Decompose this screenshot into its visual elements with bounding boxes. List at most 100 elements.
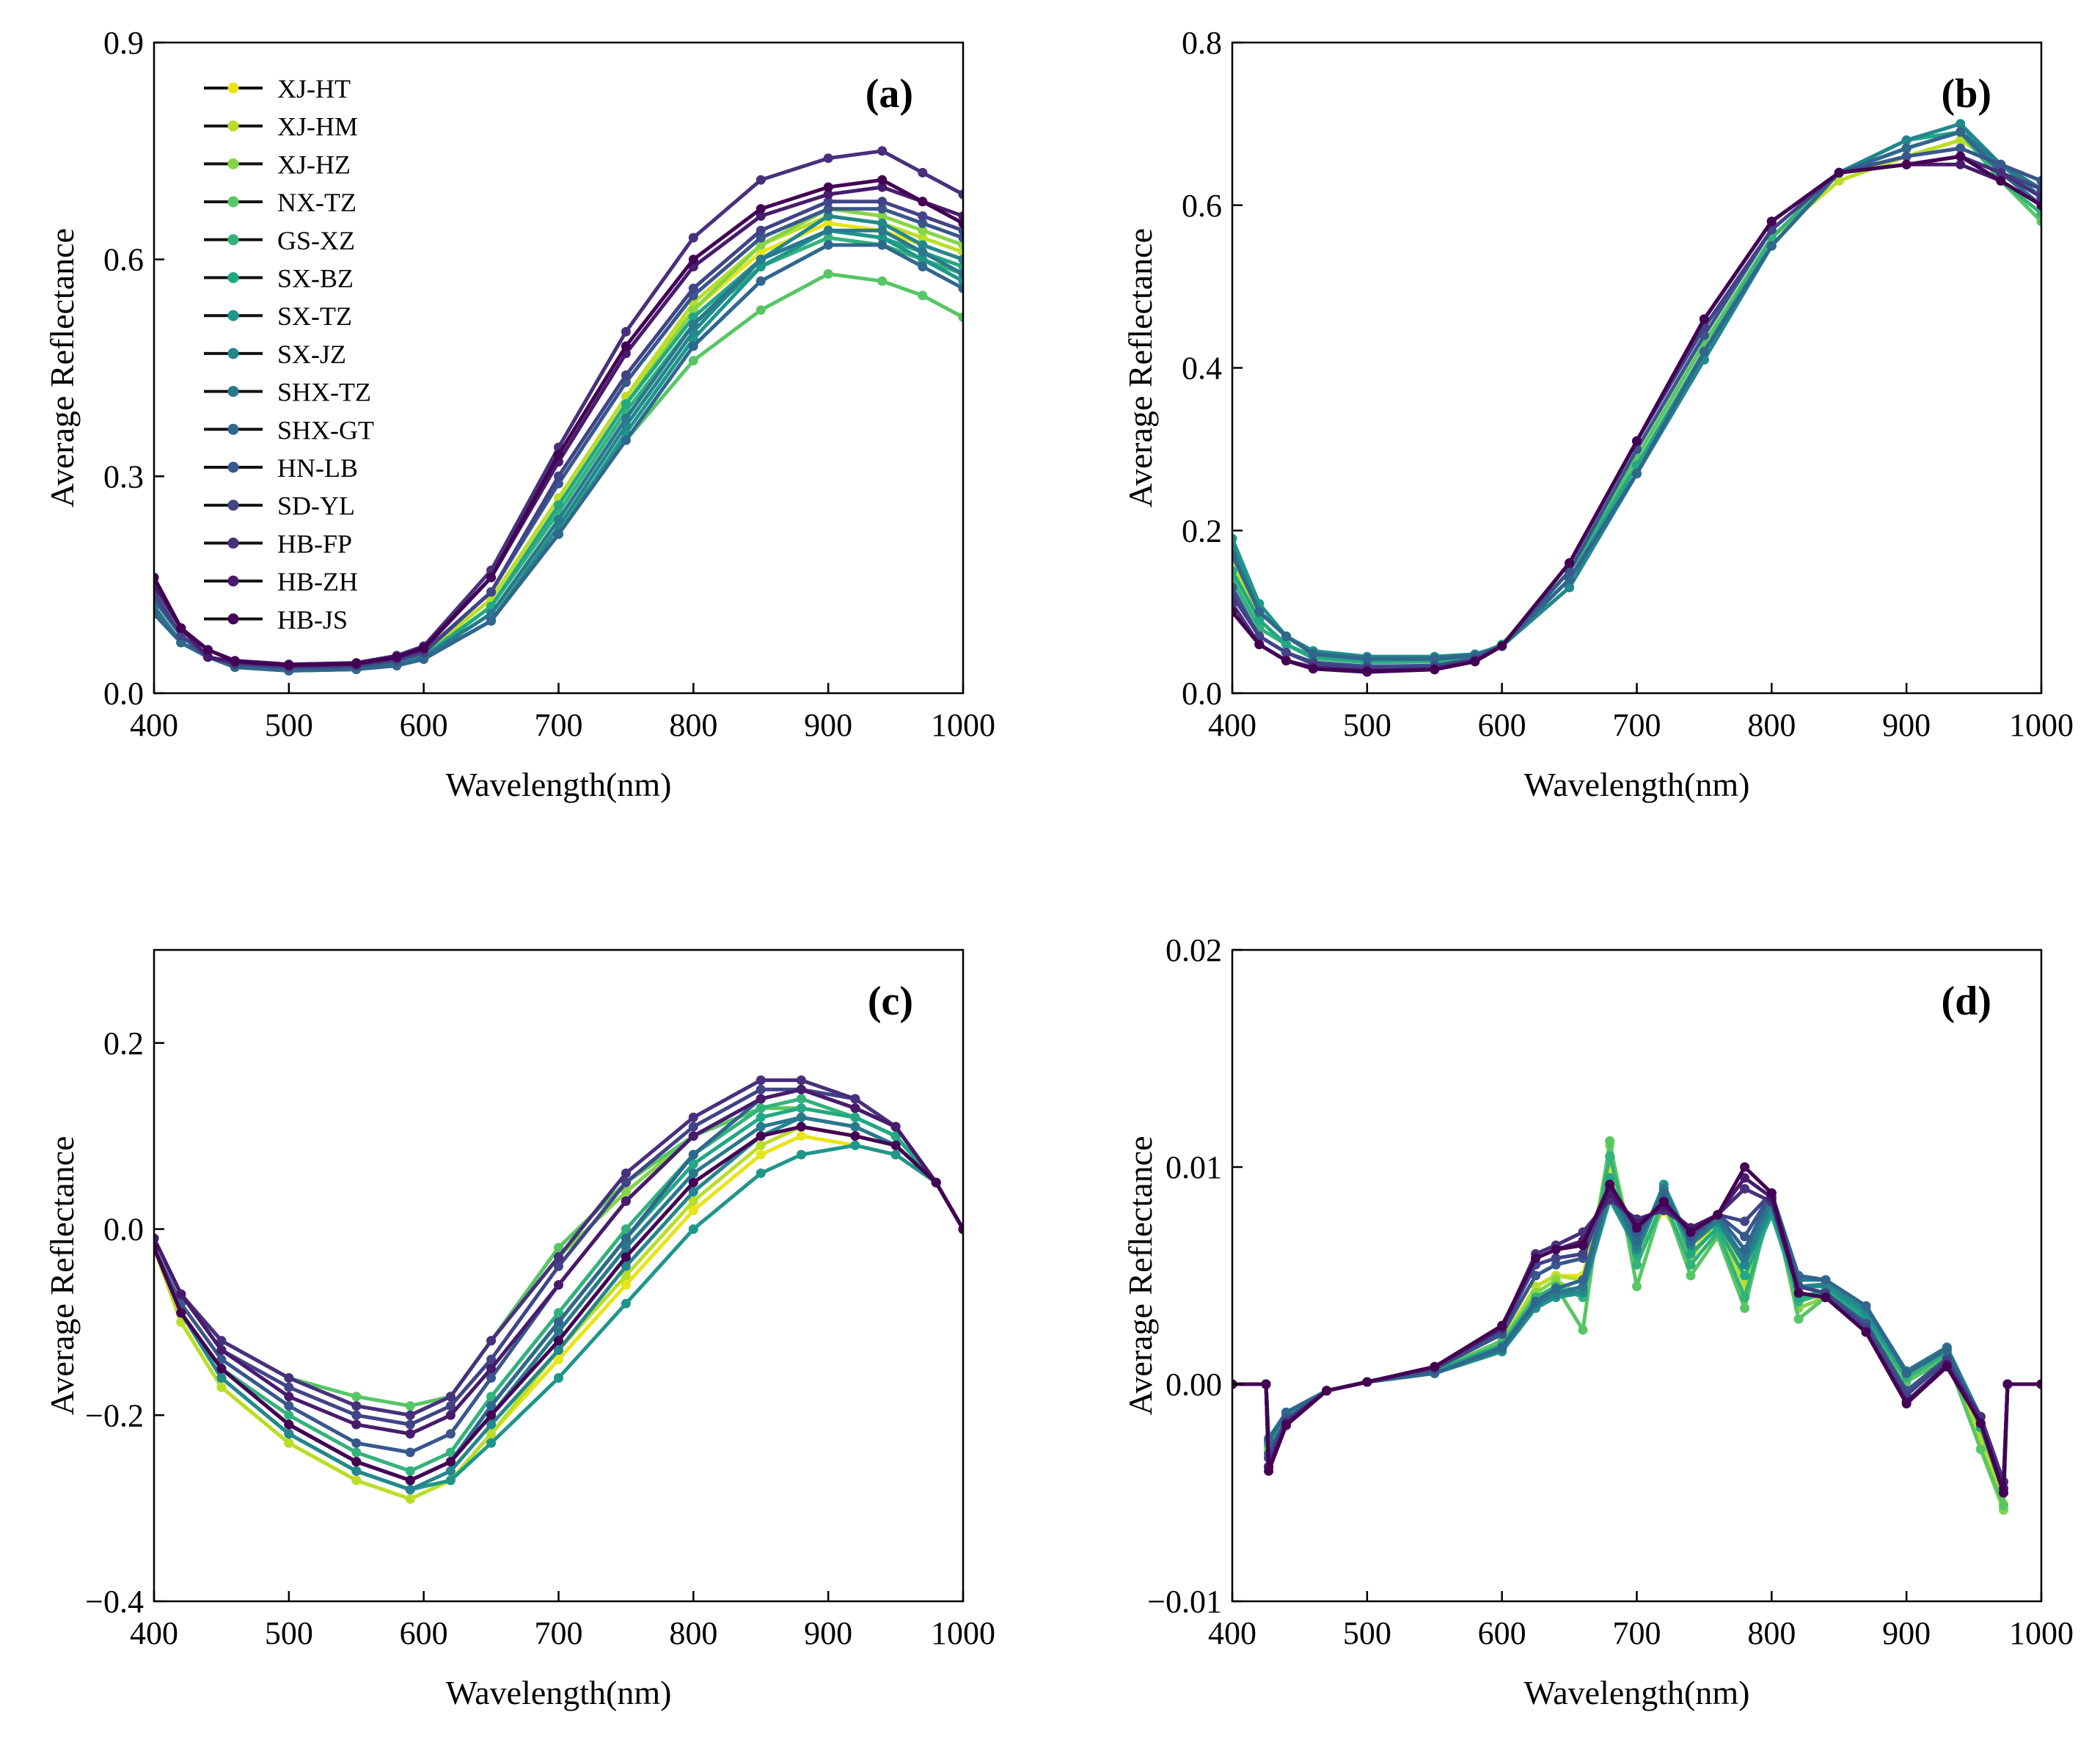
series-points-sd-yl [1232,151,2041,673]
data-point [621,326,631,337]
panel-tag: (d) [1942,979,1991,1024]
series-line-xj-hm [154,214,963,670]
legend-label: XJ-HM [277,112,358,142]
legend-item-sx-bz: SX-BZ [204,264,354,293]
data-point [216,1354,227,1364]
data-point [1632,436,1642,446]
data-point [351,1438,362,1448]
data-point [1766,1188,1777,1198]
data-point [216,1336,227,1346]
data-point [1281,648,1291,658]
data-point [176,1308,186,1318]
data-point [1996,167,2006,178]
series-line-hb-js [154,1125,963,1482]
data-point [688,255,698,265]
x-tick-label: 1000 [931,707,995,743]
y-tick-label: 0.02 [1166,932,1222,968]
data-point [958,262,963,271]
data-point [486,1429,497,1439]
panel-b: 400 500 600 700 800 900 1000 0.0 0.2 0.4 0.6 0.8 Wav… [1122,25,2074,803]
data-point [554,1354,563,1364]
data-point [1497,641,1507,651]
data-point [392,652,402,662]
data-point [405,1410,415,1420]
data-point [1699,346,1709,356]
data-point [554,1326,563,1336]
data-point [756,1122,766,1132]
legend-label: SX-TZ [277,301,352,331]
x-tick-label: 800 [669,1615,717,1651]
x-axis-label: Wavelength(nm) [1524,1674,1750,1711]
series-line-sx-bz [1232,130,2041,663]
data-point [1658,1196,1669,1207]
data-point [688,1224,698,1235]
y-axis-label: Average Reflectance [43,1136,81,1416]
data-point [216,1364,227,1374]
data-point [621,1261,631,1271]
data-point [1232,541,1237,552]
data-point [216,1373,227,1383]
data-point [958,276,963,286]
data-point [1956,127,1966,137]
data-point [688,1159,698,1169]
data-point [405,1494,415,1504]
legend-marker [227,272,239,283]
data-point [154,1233,159,1243]
data-point [796,1103,806,1113]
data-point [621,370,631,380]
data-point [796,1084,806,1094]
data-point [284,1373,294,1383]
series-points-xj-hm [154,211,963,673]
series-points-hb-zh [1232,159,2041,677]
series-points-xj-hz [1232,127,2041,667]
data-point [554,1317,563,1327]
data-point [1740,1270,1750,1281]
data-point [823,240,833,250]
panel-a: 400 500 600 700 800 900 1000 0.0 0.3 0.6 0.9 Wavele… [43,25,995,803]
data-point [486,1392,497,1402]
data-point [486,1401,497,1411]
data-point [1834,167,1844,178]
data-point [1470,657,1480,667]
series-line-hb-zh [154,185,963,668]
x-tick-label: 600 [1478,707,1526,743]
data-point [1261,1379,1271,1389]
data-point [1551,1245,1561,1254]
x-tick-label: 400 [130,1615,178,1651]
data-point [554,1336,563,1346]
data-point [796,1131,806,1141]
data-point [554,1308,563,1318]
data-point [621,1169,631,1178]
series-line-hb-fp [1232,154,2041,673]
legend-label: NX-TZ [277,188,356,217]
series-group [154,146,963,676]
legend-label: XJ-HZ [277,150,351,179]
data-point [284,660,294,670]
data-point [154,1243,159,1253]
data-point [1232,607,1237,617]
data-point [154,609,159,619]
data-point [621,1187,631,1197]
data-point [688,1122,698,1132]
data-point [1605,1151,1615,1161]
data-point [419,643,429,653]
legend-item-sd-yl: SD-YL [204,491,355,521]
data-point [1975,1444,1986,1455]
data-point [796,1094,806,1104]
legend-label: SHX-TZ [277,378,371,407]
legend-item-shx-tz: SHX-TZ [204,378,371,407]
data-point [918,197,928,207]
data-point [958,211,963,221]
data-point [351,1447,362,1458]
x-tick-label: 500 [265,1615,313,1651]
data-point [1232,590,1237,601]
data-point [688,319,698,329]
data-point [176,623,186,633]
data-point [688,1131,698,1141]
data-point [405,1447,415,1458]
legend-marker [227,120,239,132]
data-point [1999,1501,2008,1511]
data-point [1232,582,1237,593]
data-point [1999,1488,2008,1498]
y-tick-label: 0.8 [1182,25,1222,61]
